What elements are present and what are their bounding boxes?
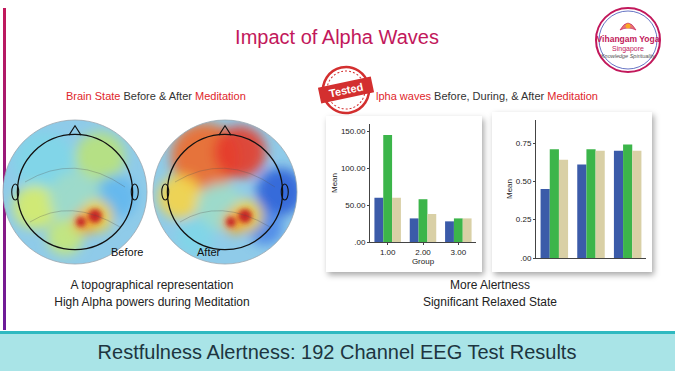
svg-text:0.75: 0.75 — [516, 139, 532, 148]
svg-text:Brain State Before & After Med: Brain State Before & After Meditation — [66, 90, 246, 102]
svg-text:High Alpha powers during Medit: High Alpha powers during Meditation — [54, 295, 249, 309]
svg-text:150.00: 150.00 — [341, 127, 366, 136]
svg-text:A topographical representation: A topographical representation — [71, 278, 234, 292]
svg-text:.00: .00 — [354, 238, 366, 247]
svg-text:0.50: 0.50 — [516, 177, 532, 186]
svg-text:More Alertness: More Alertness — [450, 278, 530, 292]
svg-text:Singapore: Singapore — [612, 45, 644, 53]
svg-text:1.00: 1.00 — [380, 248, 396, 257]
svg-text:Restfulness Alertness: 192 Cha: Restfulness Alertness: 192 Channel EEG T… — [98, 341, 577, 363]
svg-text:After: After — [197, 246, 221, 258]
svg-text:Group: Group — [412, 257, 435, 266]
svg-text:0.25: 0.25 — [516, 215, 532, 224]
svg-text:Significant Relaxed State: Significant Relaxed State — [423, 295, 557, 309]
svg-text:lpha waves Before, During, & A: lpha waves Before, During, & After Medit… — [376, 90, 598, 102]
svg-text:2.00: 2.00 — [415, 248, 431, 257]
svg-text:3.00: 3.00 — [451, 248, 467, 257]
svg-text:100.00: 100.00 — [341, 164, 366, 173]
svg-text:Mean: Mean — [505, 179, 514, 199]
svg-text:Impact of Alpha Waves: Impact of Alpha Waves — [235, 26, 439, 48]
svg-text:Before: Before — [111, 246, 143, 258]
svg-text:50.00: 50.00 — [345, 201, 366, 210]
svg-text:.00: .00 — [520, 254, 532, 263]
svg-text:Mean: Mean — [330, 173, 339, 193]
svg-text:Tested: Tested — [328, 81, 364, 100]
svg-text:Knowledge Spirituality: Knowledge Spirituality — [601, 53, 656, 59]
svg-text:Vihangam Yoga: Vihangam Yoga — [597, 34, 660, 44]
